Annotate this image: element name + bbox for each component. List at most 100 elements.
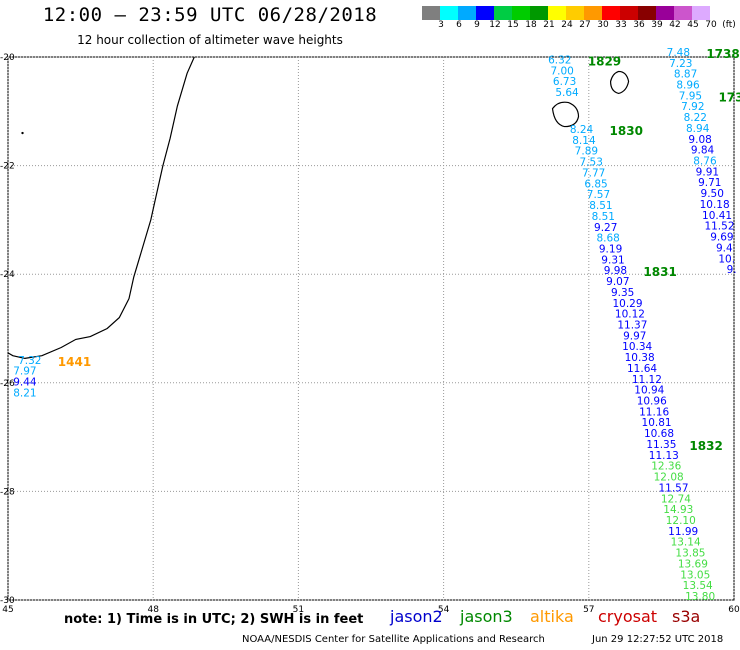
wave-height-value: 7.00 [550, 65, 573, 77]
color-swatch [476, 6, 494, 20]
pass-time-label: 1830 [610, 124, 643, 138]
color-swatch [440, 6, 458, 20]
wave-height-value: 9.84 [691, 145, 715, 157]
color-scale-label: 27 [579, 20, 591, 30]
wave-height-value: 11.12 [632, 374, 662, 386]
wave-height-value: 6.73 [553, 76, 576, 88]
wave-height-value: 7.48 [667, 47, 690, 59]
wave-height-value: 11.16 [639, 406, 669, 418]
wave-height-value: 10.68 [644, 428, 674, 440]
latitude-tick-label: -22 [0, 162, 15, 172]
wave-height-value: 11.37 [617, 320, 647, 332]
wave-height-value: 6.32 [548, 55, 571, 67]
wave-height-value: 6.85 [584, 178, 607, 190]
wave-height-value: 7.57 [587, 189, 610, 201]
color-swatch [458, 6, 476, 20]
wave-height-value: 9.97 [623, 330, 646, 342]
wave-height-value: 7.23 [669, 58, 692, 70]
wave-height-value: 10.81 [642, 417, 672, 429]
longitude-tick-label: 57 [583, 605, 594, 615]
color-scale-label: 33 [615, 20, 627, 30]
latitude-tick-label: -24 [0, 270, 15, 280]
color-scale-label: 9 [474, 20, 480, 30]
longitude-tick-label: 45 [2, 605, 13, 615]
wave-height-value: 9.08 [688, 134, 711, 146]
wave-height-value: 10.34 [622, 341, 652, 353]
pass-time-label: 1441 [58, 355, 91, 369]
color-scale-label: 45 [687, 20, 699, 30]
wave-height-value: 8.14 [572, 135, 596, 147]
footnote: note: 1) Time is in UTC; 2) SWH is in fe… [64, 612, 364, 627]
map-subtitle: 12 hour collection of altimeter wave hei… [77, 33, 343, 47]
legend-entry: jason2 [390, 607, 443, 626]
credit-line: NOAA/NESDIS Center for Satellite Applica… [242, 634, 732, 645]
map-title: 12:00 — 23:59 UTC 06/28/2018 [42, 4, 378, 26]
color-swatch [710, 6, 728, 20]
wave-height-value: 8.76 [693, 156, 717, 168]
wave-height-value: 9.19 [599, 243, 622, 255]
wave-height-value: 8.87 [674, 69, 697, 81]
color-swatch [584, 6, 602, 20]
wave-height-value: 10.29 [612, 298, 642, 310]
legend-entry: altika [530, 607, 574, 626]
wave-height-value: 14.93 [663, 504, 693, 516]
wave-height-value: 8.51 [589, 200, 612, 212]
wave-height-value: 5.64 [555, 87, 579, 99]
wave-height-value: 9.27 [594, 222, 617, 234]
color-swatch [620, 6, 638, 20]
wave-height-value: 8.96 [676, 79, 700, 91]
wave-height-value: 11.99 [668, 526, 698, 538]
color-swatch [692, 6, 710, 20]
wave-height-value: 10.96 [637, 396, 667, 408]
pass-time-label: 1829 [588, 55, 621, 69]
wave-height-value: 11.52 [704, 221, 734, 233]
wave-height-value: 8.51 [592, 211, 615, 223]
color-scale-labels: 3 6 9 12 15 18 21 24 27 30 33 36 39 42 45 70 (ft) [422, 20, 740, 34]
wave-height-value: 13.54 [683, 580, 713, 592]
color-scale-label: 24 [561, 20, 573, 30]
wave-height-value: 7.95 [679, 90, 702, 102]
longitude-tick-label: 51 [293, 605, 304, 615]
wave-height-value: 13.80 [685, 591, 715, 603]
legend-entry: s3a [672, 607, 701, 626]
wave-height-value: 9.91 [696, 166, 719, 178]
pass-time-label: 1739 [718, 90, 740, 104]
color-scale-label: 12 [489, 20, 501, 30]
color-swatch [548, 6, 566, 20]
wave-height-value: 8.22 [684, 112, 707, 124]
color-scale-bar [422, 6, 728, 20]
color-swatch [566, 6, 584, 20]
wave-height-value: 11.64 [627, 363, 657, 375]
color-swatch [656, 6, 674, 20]
wave-height-value: 13.85 [675, 548, 705, 560]
wave-height-value: 8.21 [13, 387, 36, 399]
wave-height-value: 13.69 [678, 558, 708, 570]
wave-height-value: 9.44 [13, 377, 37, 389]
wave-height-value: 10.94 [634, 385, 664, 397]
wave-height-value: 12.10 [666, 515, 696, 527]
color-swatch [512, 6, 530, 20]
wave-height-value: 10.38 [625, 352, 655, 364]
wave-height-value: 12.08 [654, 472, 684, 484]
wave-height-value: 11.13 [649, 450, 679, 462]
color-swatch [422, 6, 440, 20]
color-scale-label: 42 [669, 20, 681, 30]
islet-marker [21, 131, 24, 135]
wave-height-value: 10.12 [615, 309, 645, 321]
wave-height-value: 8.68 [596, 233, 619, 245]
wave-height-value: 9.35 [611, 287, 634, 299]
wave-height-value: 9.31 [601, 254, 624, 266]
wave-height-value: 7.77 [582, 167, 605, 179]
color-scale-label: 70 [705, 20, 717, 30]
longitude-tick-label: 60 [728, 605, 740, 615]
legend-entry: jason3 [460, 607, 513, 626]
color-swatch [674, 6, 692, 20]
pass-time-label: 1832 [689, 439, 722, 453]
longitude-tick-label: 48 [147, 605, 159, 615]
wave-height-value: 9.71 [698, 177, 721, 189]
color-scale-label: 39 [651, 20, 663, 30]
credit-text: NOAA/NESDIS Center for Satellite Applica… [242, 634, 545, 645]
mauritius-island-outline [609, 70, 630, 95]
color-scale-label: 6 [456, 20, 462, 30]
